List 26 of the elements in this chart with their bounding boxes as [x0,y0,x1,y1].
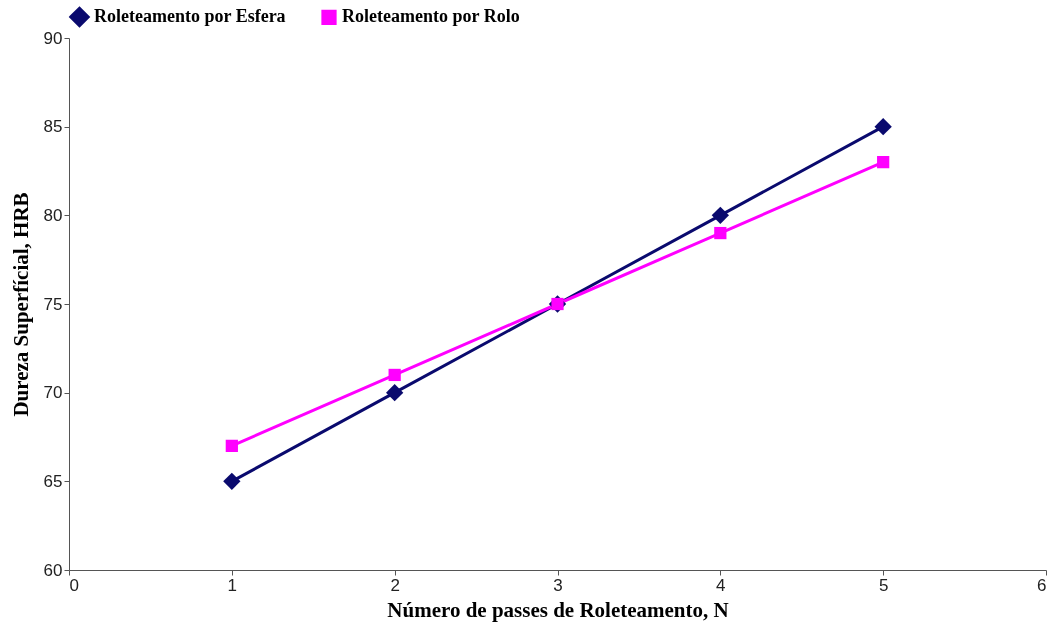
x-tick-label: 1 [227,575,238,595]
point [386,384,404,402]
point [388,368,401,382]
y-tick-label: 75 [43,294,63,314]
point [877,156,890,169]
x-tick-label: 0 [69,575,79,595]
y-tick-label: 65 [43,471,63,491]
x-axis-title: Número de passes de Roleteamento, N [387,597,729,622]
y-tick-label: 85 [43,117,63,137]
y-tick-label: 80 [43,205,63,225]
x-tick-label: 3 [553,575,563,595]
legend-label: Roleteamento por Esfera [94,5,286,26]
y-tick-label: 60 [43,560,63,580]
point [223,472,241,490]
legend-label: Roleteamento por Rolo [342,6,520,27]
x-tick-label: 6 [1037,575,1047,595]
point [225,439,238,452]
x-tick-label: 4 [716,575,726,595]
point [714,226,727,240]
y-axis-title: Dureza Superfícial, HRB [8,192,33,417]
y-tick-label: 90 [43,28,63,48]
point [711,206,729,224]
x-tick-label: 2 [390,575,400,595]
y-tick-label: 70 [43,383,63,403]
x-tick-label: 5 [878,575,889,595]
point [874,118,892,136]
